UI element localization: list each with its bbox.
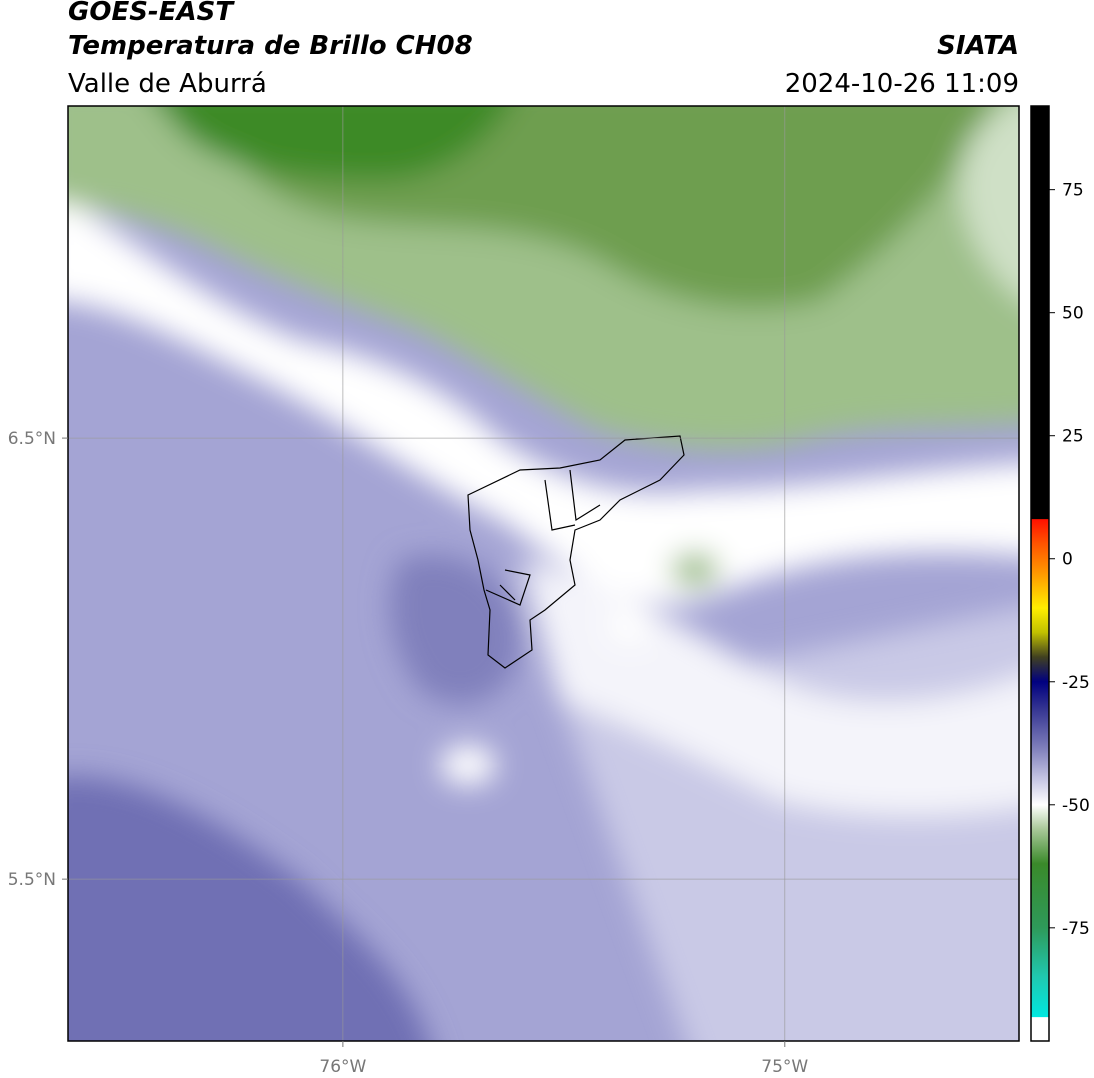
map-frame bbox=[67, 105, 1020, 1042]
municipality-boundaries bbox=[467, 435, 685, 669]
colorbar-tick-label: -50 bbox=[1062, 796, 1090, 816]
y-tick-label: 5.5°N bbox=[8, 870, 56, 890]
source: SIATA bbox=[937, 31, 1019, 61]
colorbar-tick-label: 50 bbox=[1062, 304, 1084, 324]
x-tick-label: 75°W bbox=[761, 1057, 808, 1077]
x-tick-label: 76°W bbox=[319, 1057, 366, 1077]
colorbar-tick-label: 0 bbox=[1062, 550, 1073, 570]
map-field bbox=[68, 106, 1019, 1041]
subtitle: Temperatura de Brillo CH08 bbox=[68, 31, 473, 61]
colorbar-tick-label: 75 bbox=[1062, 181, 1084, 201]
colorbar bbox=[1030, 105, 1050, 1042]
y-tick-label: 6.5°N bbox=[8, 429, 56, 449]
region: Valle de Aburrá bbox=[68, 69, 267, 99]
datetime: 2024-10-26 11:09 bbox=[785, 69, 1019, 99]
colorbar-tick-label: -75 bbox=[1062, 919, 1090, 939]
colorbar-tick-label: 25 bbox=[1062, 427, 1084, 447]
title: GOES-EAST bbox=[68, 0, 235, 27]
colorbar-tick-label: -25 bbox=[1062, 673, 1090, 693]
